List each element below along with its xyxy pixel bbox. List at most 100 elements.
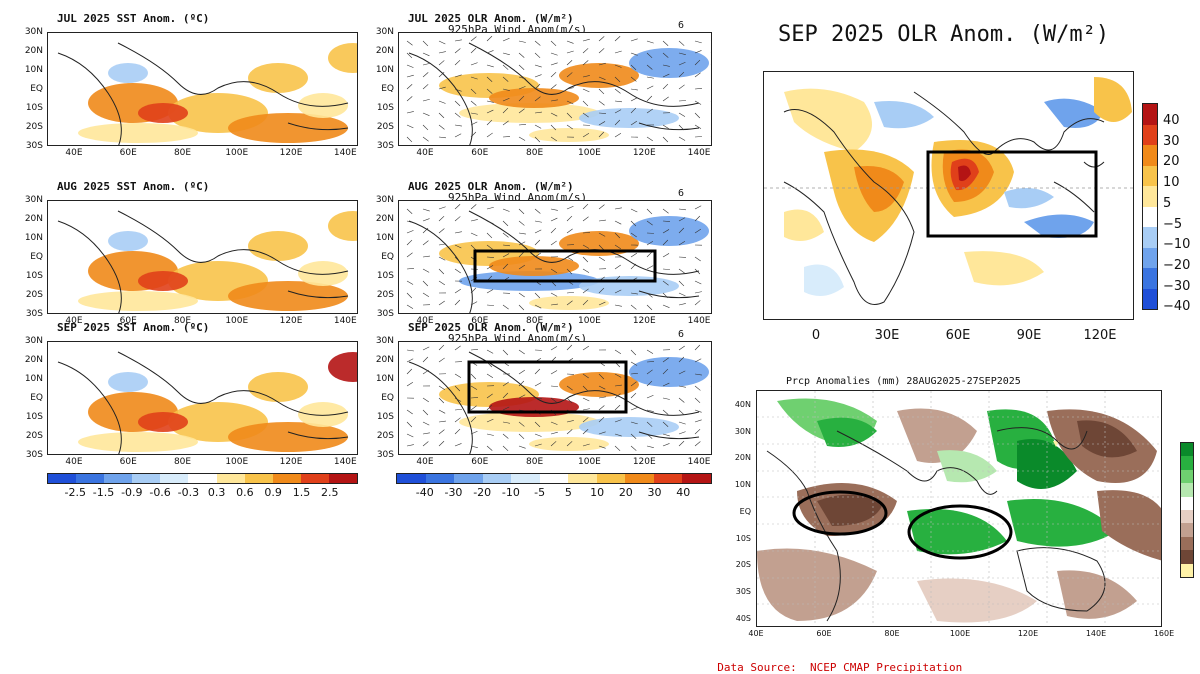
wind-vector xyxy=(695,386,700,390)
wind-vector xyxy=(695,50,702,53)
olr-colorbar-label: 20 xyxy=(614,486,638,499)
sep-olr-lon-label: 90E xyxy=(1009,328,1049,343)
wind-vector xyxy=(599,36,604,41)
olr-lat-label-1: 10N xyxy=(370,233,394,243)
wind-vector xyxy=(551,228,556,233)
olr-colorbar-label: -20 xyxy=(470,486,494,499)
sst-anomaly-0-8 xyxy=(298,93,348,118)
wind-vector xyxy=(567,229,573,233)
wind-vector xyxy=(519,41,526,43)
wind-vector xyxy=(423,125,428,130)
wind-vector xyxy=(407,96,412,101)
olr-anomaly-1-5 xyxy=(579,276,679,296)
olr-map-1 xyxy=(398,200,712,314)
sep-olr-colorbar-label: 20 xyxy=(1163,154,1180,169)
wind-vector xyxy=(711,113,712,117)
wind-vector xyxy=(503,221,508,226)
olr-colorbar-swatch xyxy=(625,474,654,483)
wind-vector xyxy=(471,219,478,221)
sst-colorbar-swatch xyxy=(273,474,301,483)
wind-vector xyxy=(711,398,712,400)
sst-colorbar-label: -0.6 xyxy=(148,486,172,499)
olr-lat-label-2: 20S xyxy=(370,431,394,441)
wind-vector xyxy=(663,253,669,257)
wind-vector xyxy=(407,41,413,45)
olr-lat-label-0: 30N xyxy=(370,27,394,37)
sst-anomaly-2-5 xyxy=(328,352,358,382)
wind-vector xyxy=(711,269,712,272)
wind-vector xyxy=(535,209,540,214)
sst-lon-label-2: 140E xyxy=(330,457,360,467)
wind-vector xyxy=(567,206,573,209)
wind-vector xyxy=(647,446,654,448)
wind-vector xyxy=(471,406,477,410)
wind-vector xyxy=(695,345,700,350)
wind-vector xyxy=(519,137,525,141)
sst-lat-label-0: 20S xyxy=(19,122,43,132)
olr-anomaly-1-4 xyxy=(489,256,579,276)
wind-vector xyxy=(631,350,636,355)
sep-olr-colorbar-swatch xyxy=(1143,145,1157,166)
wind-vector xyxy=(551,41,556,46)
wind-vector xyxy=(695,113,700,118)
wind-vector xyxy=(711,417,712,422)
sep-olr-colorbar-swatch xyxy=(1143,125,1157,146)
wind-vector xyxy=(711,204,712,209)
wind-vector xyxy=(695,300,700,305)
wind-vector xyxy=(407,209,412,214)
wind-vector xyxy=(519,65,524,70)
sep-olr-colorbar-swatch xyxy=(1143,227,1157,248)
wind-vector xyxy=(519,209,524,214)
wind-vector xyxy=(567,51,574,53)
sep-olr-map xyxy=(763,71,1134,320)
wind-vector xyxy=(423,256,430,257)
wind-vector xyxy=(407,111,414,113)
wind-vector xyxy=(663,125,669,129)
wind-vector xyxy=(679,209,686,210)
sst-map-1 xyxy=(47,200,358,314)
olr-lon-label-2: 80E xyxy=(520,457,550,467)
wind-vector xyxy=(407,293,412,298)
sst-colorbar-swatch xyxy=(76,474,104,483)
wind-vector xyxy=(615,51,622,53)
olr-colorbar-label: -40 xyxy=(413,486,437,499)
precip-colorbar-swatch xyxy=(1181,537,1193,550)
wind-vector xyxy=(439,386,445,390)
olr-colorbar-swatch xyxy=(597,474,626,483)
wind-vector xyxy=(647,350,653,354)
sep-olr-colorbar-swatch xyxy=(1143,289,1157,310)
wind-vector xyxy=(455,60,460,65)
wind-vector xyxy=(455,443,462,446)
wind-vector xyxy=(679,113,685,117)
wind-vector xyxy=(647,252,652,257)
wind-vector xyxy=(455,269,461,273)
wind-vector xyxy=(423,53,429,56)
sst-colorbar-swatch xyxy=(245,474,273,483)
wind-vector xyxy=(439,41,445,44)
wind-vector xyxy=(439,358,445,362)
sst-lon-label-2: 80E xyxy=(168,457,198,467)
wind-vector xyxy=(583,269,589,273)
wind-vector xyxy=(503,305,509,309)
wind-vector xyxy=(407,445,414,446)
wind-vector xyxy=(599,397,606,398)
wind-vector xyxy=(615,101,622,102)
wind-vector xyxy=(711,289,712,293)
wind-vector xyxy=(631,393,636,398)
sep-olr-colorbar-swatch xyxy=(1143,248,1157,269)
data-source-text: Data Source: NCEP CMAP Precipitation xyxy=(717,661,962,674)
olr-colorbar-swatch xyxy=(511,474,540,483)
wind-vector xyxy=(711,133,712,137)
wind-vector xyxy=(647,395,653,398)
wind-vector xyxy=(711,61,712,65)
olr-lat-label-2: 10N xyxy=(370,374,394,384)
wind-vector xyxy=(487,305,494,306)
olr-lon-label-0: 120E xyxy=(629,148,659,158)
olr-lat-label-0: 30S xyxy=(370,141,394,151)
wind-vector xyxy=(583,217,589,221)
olr-lon-label-0: 100E xyxy=(574,148,604,158)
olr-anomaly-2-3 xyxy=(629,357,709,387)
sep-olr-colorbar-label: −30 xyxy=(1163,279,1190,294)
wind-vector xyxy=(535,293,540,298)
sep-olr-colorbar-swatch xyxy=(1143,186,1157,207)
